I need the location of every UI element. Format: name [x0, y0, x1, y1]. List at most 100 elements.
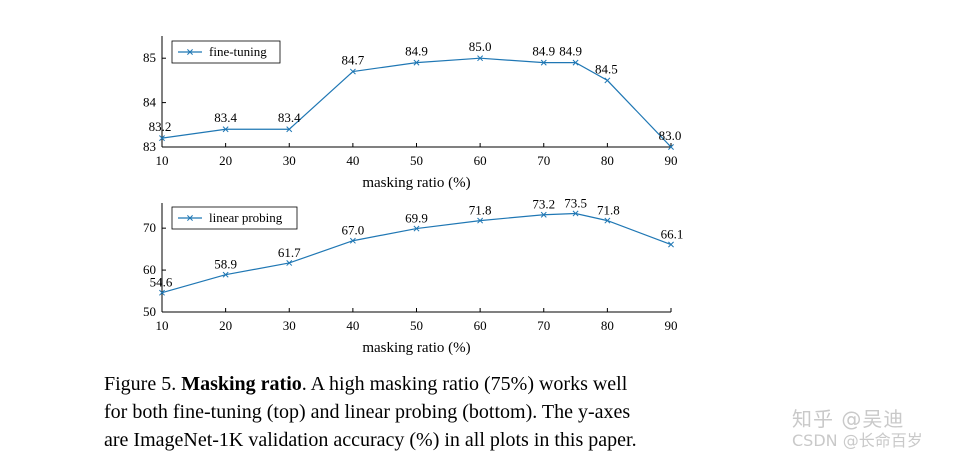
legend-label: fine-tuning	[209, 44, 267, 59]
data-label: 83.4	[214, 110, 237, 125]
series-line	[161, 212, 672, 294]
x-tick-label: 50	[410, 153, 423, 168]
data-point-marker	[477, 55, 484, 62]
data-point-marker	[477, 217, 484, 224]
watermark-csdn: CSDN @长命百岁	[792, 431, 923, 450]
data-point-marker	[159, 289, 165, 296]
x-tick-label: 80	[601, 318, 614, 333]
marker-stroke	[159, 135, 165, 142]
y-tick-label: 84	[143, 95, 157, 110]
caption-prefix: Figure 5.	[104, 373, 177, 395]
legend-label: linear probing	[209, 210, 283, 225]
watermark-zhihu: 知乎 @吴迪	[792, 407, 905, 431]
data-point-marker	[349, 68, 356, 75]
marker-stroke	[477, 55, 484, 62]
x-tick-label: 30	[283, 153, 296, 168]
marker-stroke	[604, 217, 611, 224]
data-label: 73.5	[564, 195, 587, 210]
x-tick-label: 20	[219, 153, 232, 168]
data-label: 84.5	[595, 61, 618, 76]
data-point-marker	[222, 271, 229, 278]
x-tick-label: 40	[346, 318, 359, 333]
caption-line-2: for both fine-tuning (top) and linear pr…	[104, 401, 631, 423]
data-label: 84.9	[532, 44, 555, 59]
marker-stroke	[222, 126, 229, 133]
marker-stroke	[540, 211, 547, 218]
data-label: 83.4	[278, 110, 301, 125]
fine-tuning-chart: 10 20 30 40 50 60 70 80 90 83 84 85 masking ratio (%…	[143, 36, 681, 191]
data-label: 73.2	[532, 197, 555, 212]
data-point-marker	[604, 77, 611, 84]
marker-stroke	[540, 59, 547, 66]
marker-stroke	[222, 271, 229, 278]
data-point-marker	[222, 126, 229, 133]
caption-line-3: are ImageNet-1K validation accuracy (%) …	[104, 429, 637, 451]
data-label: 66.1	[661, 227, 684, 242]
marker-stroke	[413, 59, 420, 66]
data-point-marker	[349, 237, 356, 244]
data-point-marker	[604, 217, 611, 224]
data-label: 71.8	[469, 203, 492, 218]
caption-bold-title: Masking ratio	[181, 373, 302, 395]
x-tick-label: 50	[410, 318, 423, 333]
data-label: 61.7	[278, 245, 301, 260]
legend-box	[171, 206, 298, 230]
x-axis-title: masking ratio (%)	[362, 340, 470, 356]
y-tick-label: 83	[143, 139, 156, 154]
linear-probing-chart: 10 20 30 40 50 60 70 80 90 50 60 70 masking ratio (%…	[143, 195, 683, 356]
data-point-marker	[572, 59, 579, 66]
marker-stroke	[187, 215, 193, 221]
data-label: 69.9	[405, 211, 428, 226]
x-tick-label: 60	[474, 318, 487, 333]
data-point-marker	[540, 211, 547, 218]
marker-stroke	[286, 259, 293, 266]
x-tick-label: 70	[537, 153, 550, 168]
data-point-marker	[540, 59, 547, 66]
data-point-marker	[668, 144, 674, 150]
data-point-marker	[413, 225, 420, 232]
marker-stroke	[349, 68, 356, 75]
data-label: 83.2	[149, 119, 172, 134]
data-point-marker	[668, 241, 674, 248]
data-label: 84.9	[405, 44, 428, 59]
watermark: 知乎 @吴迪 CSDN @长命百岁	[792, 408, 923, 452]
y-tick-label: 85	[143, 50, 156, 65]
marker-stroke	[572, 59, 579, 66]
x-tick-label: 80	[601, 153, 614, 168]
x-tick-label: 30	[283, 318, 296, 333]
legend-box	[171, 40, 281, 64]
y-tick-label: 50	[143, 304, 156, 319]
x-tick-label: 90	[665, 318, 678, 333]
data-point-marker	[413, 59, 420, 66]
x-tick-label: 10	[156, 318, 169, 333]
x-axis-title: masking ratio (%)	[362, 175, 470, 191]
data-point-marker	[286, 126, 293, 133]
data-label: 71.8	[597, 203, 620, 218]
marker-stroke	[572, 210, 579, 217]
data-label: 84.7	[342, 53, 365, 68]
marker-stroke	[187, 49, 193, 55]
data-point-marker	[286, 259, 293, 266]
marker-stroke	[668, 241, 674, 248]
marker-stroke	[477, 217, 484, 224]
x-tick-label: 20	[219, 318, 232, 333]
caption-line-1: Figure 5. Masking ratio. A high masking …	[104, 370, 744, 398]
data-label: 54.6	[150, 275, 173, 290]
data-label: 84.9	[559, 44, 582, 59]
legend-marker	[187, 49, 193, 55]
marker-stroke	[349, 237, 356, 244]
y-tick-label: 60	[143, 262, 156, 277]
figure-caption: Figure 5. Masking ratio. A high masking …	[104, 370, 744, 454]
marker-stroke	[413, 225, 420, 232]
x-tick-label: 40	[346, 153, 359, 168]
marker-stroke	[668, 144, 674, 150]
data-point-marker	[159, 135, 165, 142]
legend-marker	[187, 215, 193, 221]
data-point-marker	[572, 210, 579, 217]
marker-stroke	[604, 77, 611, 84]
marker-stroke	[159, 289, 165, 296]
caption-line-1-rest: . A high masking ratio (75%) works well	[301, 373, 628, 395]
x-tick-label: 10	[156, 153, 169, 168]
data-label: 67.0	[342, 223, 365, 238]
